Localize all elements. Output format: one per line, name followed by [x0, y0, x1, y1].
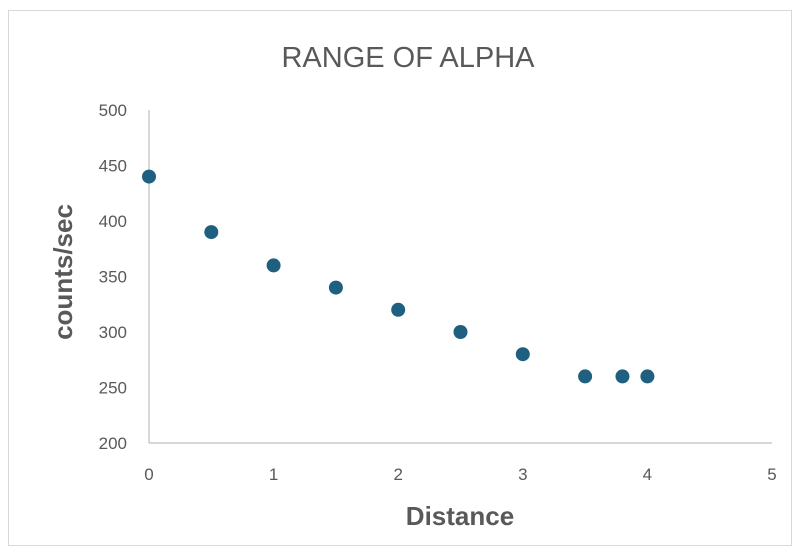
y-tick-label: 200 — [99, 434, 127, 453]
data-point — [453, 325, 468, 339]
y-tick-label: 400 — [99, 212, 127, 231]
y-tick-label: 350 — [99, 268, 127, 287]
x-tick-label: 1 — [269, 465, 278, 484]
data-point — [515, 347, 530, 362]
x-tick-label: 2 — [393, 465, 402, 484]
x-axis-title: Distance — [406, 501, 514, 531]
y-axis-title: counts/sec — [48, 204, 78, 340]
x-tick-label: 4 — [643, 465, 652, 484]
chart-title: RANGE OF ALPHA — [281, 42, 535, 74]
data-points — [142, 169, 655, 384]
y-tick-labels: 200 250 300 350 400 450 500 — [99, 101, 127, 453]
x-tick-label: 3 — [518, 465, 527, 484]
data-point — [266, 258, 281, 273]
data-point — [142, 169, 156, 184]
data-point — [391, 302, 406, 317]
y-tick-label: 250 — [99, 379, 127, 398]
data-point — [640, 369, 655, 384]
x-tick-label: 0 — [144, 465, 153, 484]
y-tick-label: 450 — [99, 157, 127, 176]
x-tick-label: 5 — [767, 465, 776, 484]
chart-frame — [8, 10, 792, 546]
x-tick-labels: 0 1 2 3 4 5 — [144, 465, 776, 484]
y-tick-label: 300 — [99, 323, 127, 342]
y-tick-label: 500 — [99, 101, 127, 120]
data-point — [328, 280, 343, 295]
data-point — [578, 369, 593, 384]
data-point — [204, 225, 219, 240]
data-point — [615, 369, 630, 384]
